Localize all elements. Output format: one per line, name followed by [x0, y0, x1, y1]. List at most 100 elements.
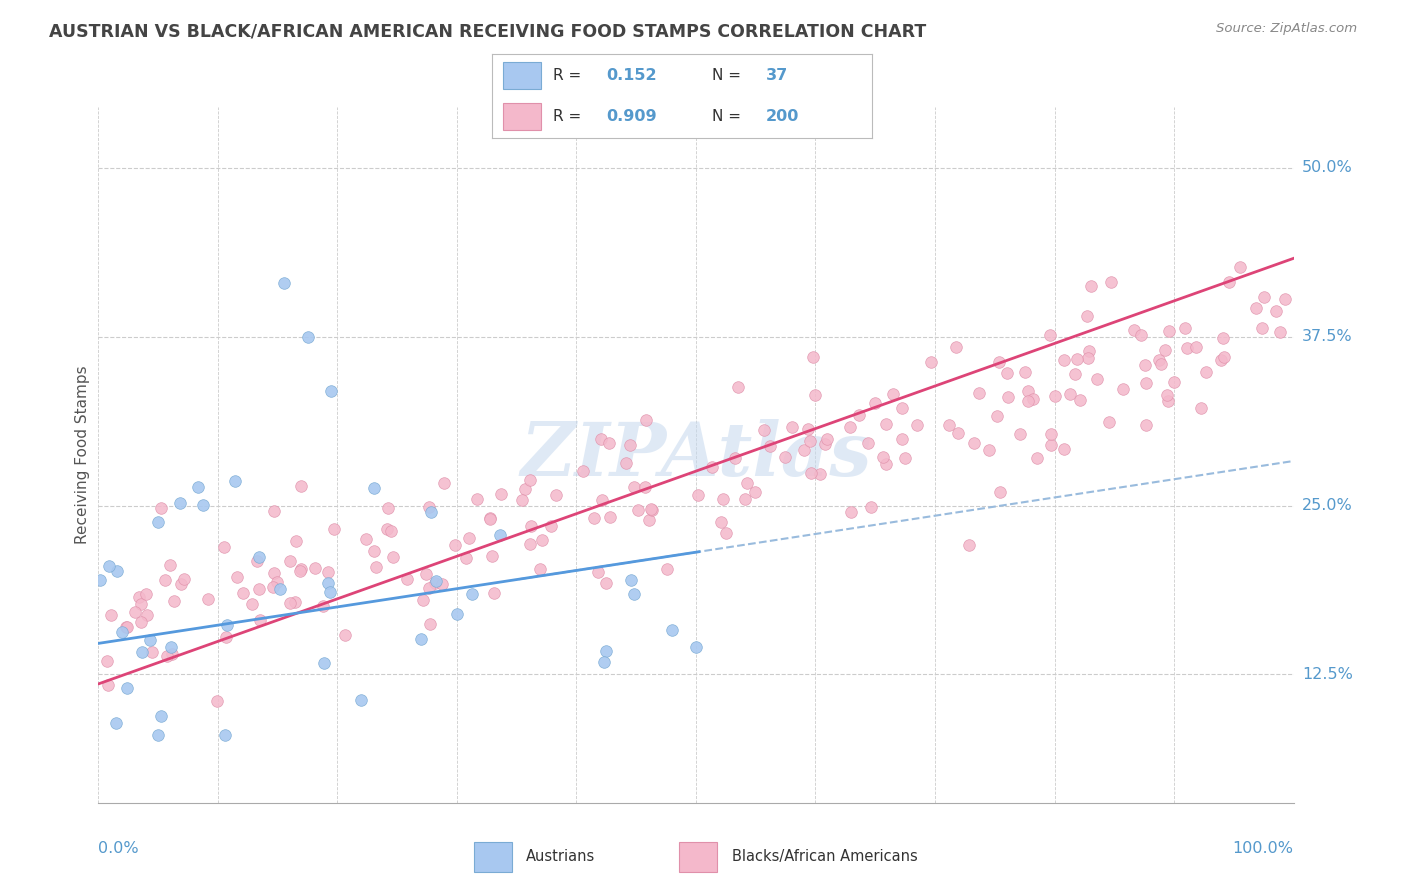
Point	[214, 728, 236, 742]
Point	[153, 573, 176, 587]
Point	[205, 694, 228, 708]
Point	[598, 436, 620, 450]
Point	[115, 620, 138, 634]
Point	[803, 350, 825, 364]
Text: 25.0%: 25.0%	[1302, 498, 1353, 513]
Point	[1212, 331, 1234, 345]
Point	[363, 544, 385, 558]
Point	[148, 515, 170, 529]
Point	[1250, 321, 1272, 335]
Point	[224, 474, 246, 488]
Point	[510, 493, 533, 508]
Point	[159, 558, 181, 572]
Point	[170, 576, 193, 591]
Point	[297, 329, 319, 343]
Point	[1053, 353, 1076, 368]
Point	[456, 550, 478, 565]
Point	[396, 572, 419, 586]
Point	[997, 390, 1019, 404]
Point	[89, 574, 111, 588]
Point	[193, 498, 215, 512]
Point	[969, 386, 991, 401]
Point	[425, 574, 447, 588]
Point	[1189, 401, 1212, 415]
Point	[156, 649, 179, 664]
Point	[478, 512, 501, 526]
Point	[1135, 417, 1157, 432]
Point	[366, 560, 388, 574]
Point	[247, 582, 270, 597]
Point	[987, 355, 1010, 369]
Text: R =: R =	[553, 109, 586, 124]
Point	[519, 473, 541, 487]
Point	[117, 681, 139, 696]
Point	[129, 597, 152, 611]
Text: 37: 37	[765, 68, 787, 83]
Point	[859, 500, 882, 514]
Point	[381, 549, 404, 564]
Point	[458, 531, 481, 545]
Point	[905, 418, 928, 433]
Point	[433, 476, 456, 491]
Point	[519, 537, 541, 551]
Point	[1066, 351, 1088, 366]
Text: 12.5%: 12.5%	[1302, 667, 1353, 682]
Point	[714, 526, 737, 541]
Point	[1209, 352, 1232, 367]
Point	[375, 522, 398, 536]
Point	[636, 413, 658, 427]
Text: 0.0%: 0.0%	[98, 841, 139, 856]
Point	[465, 491, 488, 506]
Point	[149, 709, 172, 723]
Point	[269, 582, 291, 596]
Point	[623, 480, 645, 494]
FancyBboxPatch shape	[474, 842, 512, 872]
Text: R =: R =	[553, 68, 586, 83]
Point	[1069, 392, 1091, 407]
Point	[1039, 438, 1062, 452]
Point	[1010, 426, 1032, 441]
Point	[418, 500, 440, 515]
Point	[1017, 384, 1039, 398]
Point	[544, 487, 567, 501]
Point	[232, 586, 254, 600]
Point	[246, 554, 269, 568]
Point	[661, 623, 683, 637]
Point	[957, 538, 980, 552]
Point	[875, 457, 897, 471]
Point	[595, 576, 617, 591]
Point	[1175, 341, 1198, 355]
Point	[249, 613, 271, 627]
Point	[1174, 321, 1197, 335]
Text: N =: N =	[713, 109, 747, 124]
Point	[215, 631, 238, 645]
Point	[894, 450, 917, 465]
Point	[839, 505, 862, 519]
Point	[735, 476, 758, 491]
Point	[891, 432, 914, 446]
Point	[872, 450, 894, 465]
Point	[333, 628, 356, 642]
Point	[986, 409, 1008, 423]
Point	[711, 491, 734, 506]
Point	[1026, 451, 1049, 466]
Text: Austrians: Austrians	[526, 849, 595, 864]
Point	[415, 566, 437, 581]
Point	[727, 380, 749, 394]
Point	[620, 574, 643, 588]
FancyBboxPatch shape	[679, 842, 717, 872]
Point	[419, 616, 441, 631]
Point	[1098, 415, 1121, 429]
Point	[169, 496, 191, 510]
Point	[700, 460, 723, 475]
Point	[284, 533, 307, 548]
Y-axis label: Receiving Food Stamps: Receiving Food Stamps	[75, 366, 90, 544]
Point	[380, 524, 402, 539]
Point	[1130, 327, 1153, 342]
Point	[1063, 367, 1085, 381]
FancyBboxPatch shape	[503, 62, 541, 89]
Point	[290, 562, 312, 576]
Point	[215, 617, 238, 632]
Point	[187, 481, 209, 495]
Point	[800, 466, 823, 480]
